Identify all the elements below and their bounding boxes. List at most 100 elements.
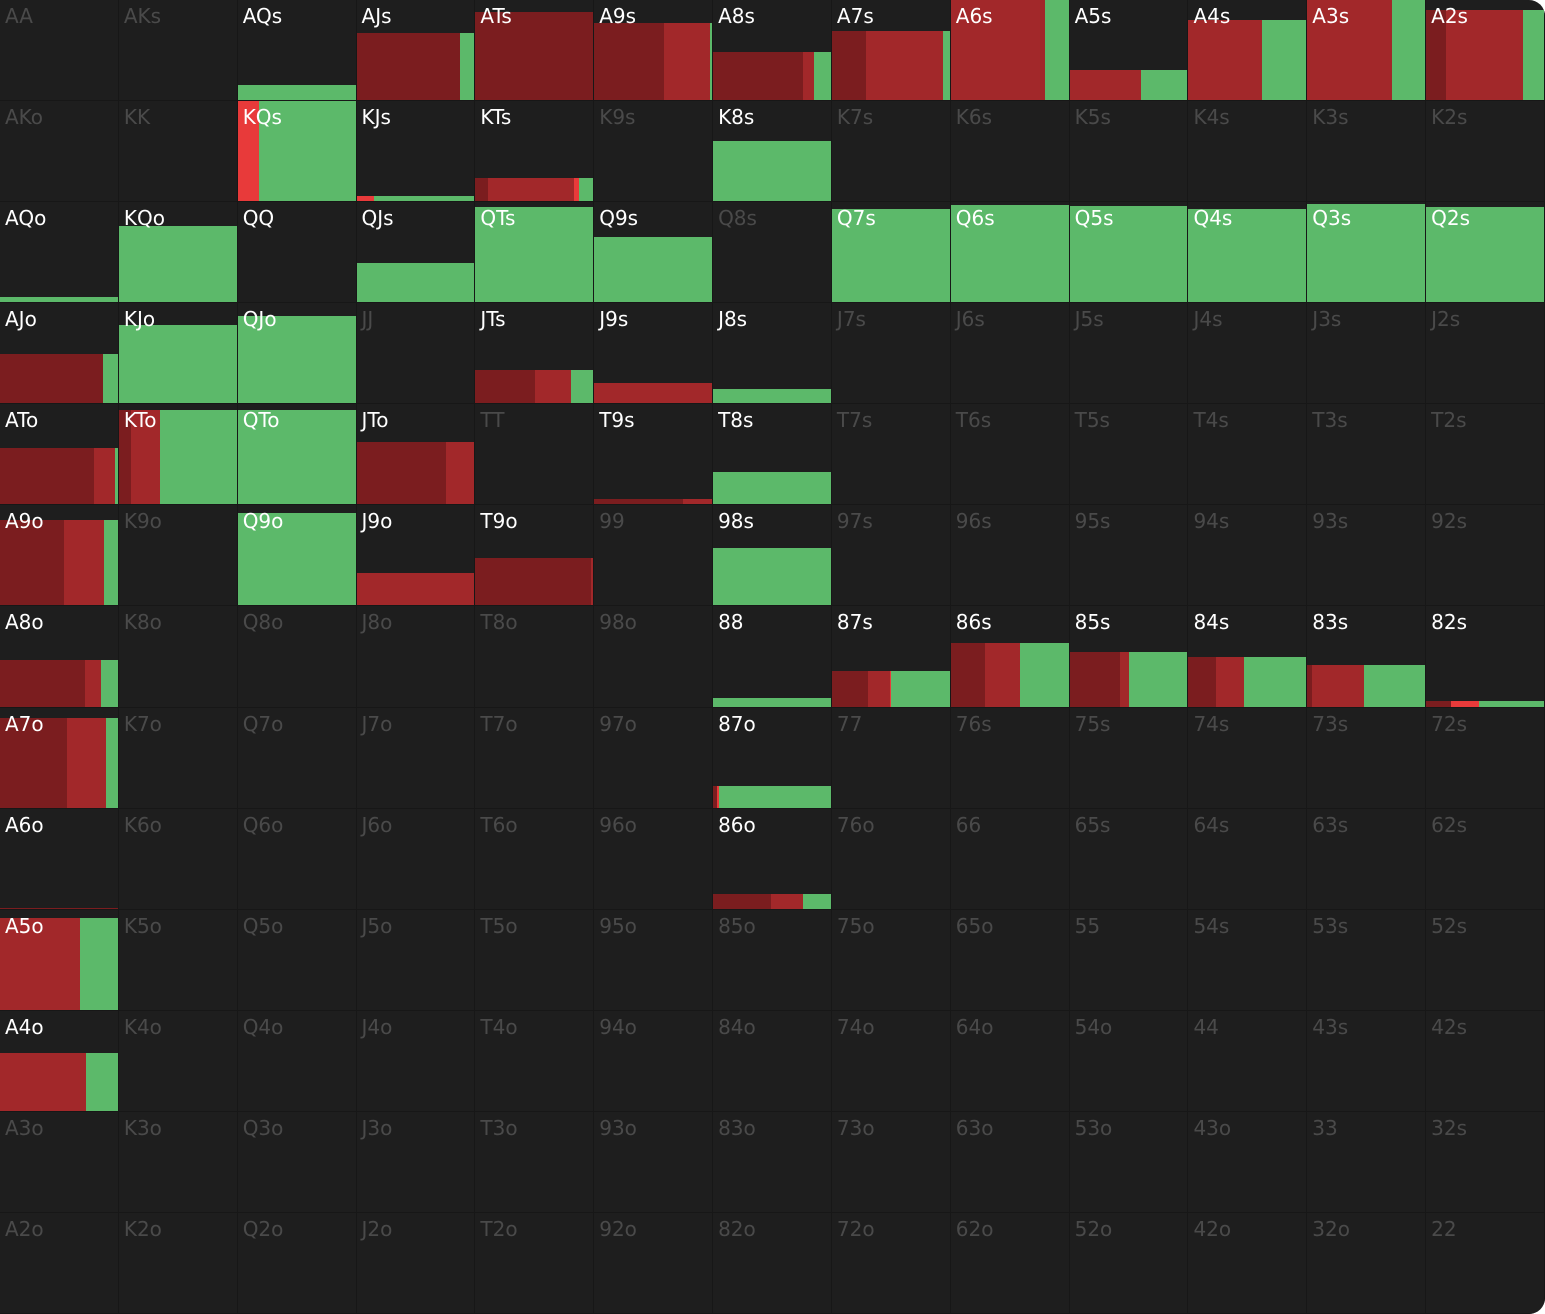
frequency-bar xyxy=(594,237,713,303)
hand-label: 86o xyxy=(718,812,756,837)
hand-label: JJ xyxy=(361,307,374,332)
hand-label: T7o xyxy=(480,711,518,736)
frequency-bar xyxy=(237,513,356,606)
hand-cell: AA xyxy=(0,0,119,102)
hand-label: A6o xyxy=(5,812,44,837)
hand-cell: A4s xyxy=(1188,0,1308,102)
hand-label: Q2o xyxy=(242,1216,284,1241)
hand-label: 62o xyxy=(955,1216,994,1241)
frequency-bar xyxy=(0,520,118,606)
frequency-bar xyxy=(594,383,713,404)
hand-cell: K8s xyxy=(713,101,832,203)
hand-label: 85s xyxy=(1074,610,1111,635)
hand-cell: 32s xyxy=(1426,1111,1545,1213)
hand-label: 65o xyxy=(955,913,994,938)
action-segment xyxy=(86,1052,118,1111)
action-segment xyxy=(475,558,591,606)
frequency-bar xyxy=(1069,206,1188,303)
hand-label: K8s xyxy=(718,105,755,130)
hand-cell: J8s xyxy=(713,303,832,405)
hand-label: Q7o xyxy=(242,711,284,736)
frequency-bar xyxy=(0,907,118,909)
hand-label: 96o xyxy=(599,812,637,837)
hand-label: 94o xyxy=(599,1014,637,1039)
hand-cell: 94o xyxy=(594,1010,714,1112)
hand-cell: T5o xyxy=(475,909,595,1011)
hand-cell: T3o xyxy=(475,1111,595,1213)
action-segment xyxy=(574,178,580,202)
frequency-bar xyxy=(356,263,475,303)
hand-label: 97o xyxy=(599,711,637,736)
action-segment xyxy=(1312,664,1364,707)
hand-cell: 88 xyxy=(713,606,832,708)
hand-label: 52o xyxy=(1074,1216,1113,1241)
frequency-bar xyxy=(475,12,594,101)
hand-label: J3s xyxy=(1312,307,1342,332)
hand-label: 94s xyxy=(1193,509,1230,534)
hand-cell: QQ xyxy=(237,202,357,304)
hand-label: 83o xyxy=(718,1115,756,1140)
hand-cell: J8o xyxy=(356,606,476,708)
hand-label: AQs xyxy=(242,4,283,28)
hand-cell: 54o xyxy=(1069,1010,1189,1112)
frequency-bar xyxy=(0,297,118,303)
action-segment xyxy=(1188,20,1262,101)
hand-cell: 44 xyxy=(1188,1010,1308,1112)
hand-cell: J9s xyxy=(594,303,714,405)
hand-label: JTo xyxy=(361,408,389,433)
hand-cell: 75o xyxy=(831,909,951,1011)
action-segment xyxy=(594,499,683,505)
hand-cell: Q9o xyxy=(237,505,357,607)
hand-label: KJo xyxy=(123,307,156,332)
hand-label: 64o xyxy=(955,1014,994,1039)
action-segment xyxy=(950,205,1069,303)
hand-cell: 97o xyxy=(594,707,714,809)
action-segment xyxy=(1069,651,1121,707)
hand-cell: A3s xyxy=(1307,0,1427,102)
hand-label: K3o xyxy=(123,1115,162,1140)
hand-cell: Q3s xyxy=(1307,202,1427,304)
hand-cell: 87o xyxy=(713,707,832,809)
hand-label: 84s xyxy=(1193,610,1230,635)
hand-label: 75o xyxy=(836,913,875,938)
hand-cell: K9o xyxy=(118,505,238,607)
hand-label: A2o xyxy=(5,1216,44,1241)
hand-cell: J2o xyxy=(356,1212,476,1314)
hand-cell: ATo xyxy=(0,404,119,506)
hand-cell: 74o xyxy=(831,1010,951,1112)
action-segment xyxy=(713,548,831,606)
frequency-bar xyxy=(0,717,118,808)
action-segment xyxy=(1392,0,1426,101)
frequency-bar xyxy=(118,410,237,505)
frequency-bar xyxy=(1307,204,1426,303)
hand-cell: K3o xyxy=(118,1111,238,1213)
hand-label: A7s xyxy=(836,4,874,28)
hand-label: 75s xyxy=(1074,711,1111,736)
hand-label: J8s xyxy=(718,307,748,332)
frequency-bar xyxy=(713,548,831,606)
action-segment xyxy=(115,448,118,505)
hand-label: K9o xyxy=(123,509,162,534)
hand-cell: 42s xyxy=(1426,1010,1545,1112)
hand-label: ATo xyxy=(5,408,39,433)
frequency-bar xyxy=(1426,10,1544,101)
action-segment xyxy=(1479,700,1544,707)
hand-label: J8o xyxy=(361,610,393,635)
hand-cell: K6o xyxy=(118,808,238,910)
hand-cell: 92s xyxy=(1426,505,1545,607)
frequency-bar xyxy=(356,196,475,202)
hand-cell: K7o xyxy=(118,707,238,809)
hand-cell: QJs xyxy=(356,202,476,304)
hand-label: A4s xyxy=(1193,4,1231,28)
hand-cell: 85s xyxy=(1069,606,1189,708)
hand-cell: A2s xyxy=(1426,0,1545,102)
hand-label: T4s xyxy=(1193,408,1229,433)
frequency-bar xyxy=(713,697,831,707)
action-segment xyxy=(868,670,890,707)
hand-label: 54s xyxy=(1193,913,1230,938)
hand-label: 88 xyxy=(718,610,744,635)
action-segment xyxy=(1522,10,1544,101)
action-segment xyxy=(866,31,943,101)
hand-cell: Q2s xyxy=(1426,202,1545,304)
hand-label: 82o xyxy=(718,1216,756,1241)
